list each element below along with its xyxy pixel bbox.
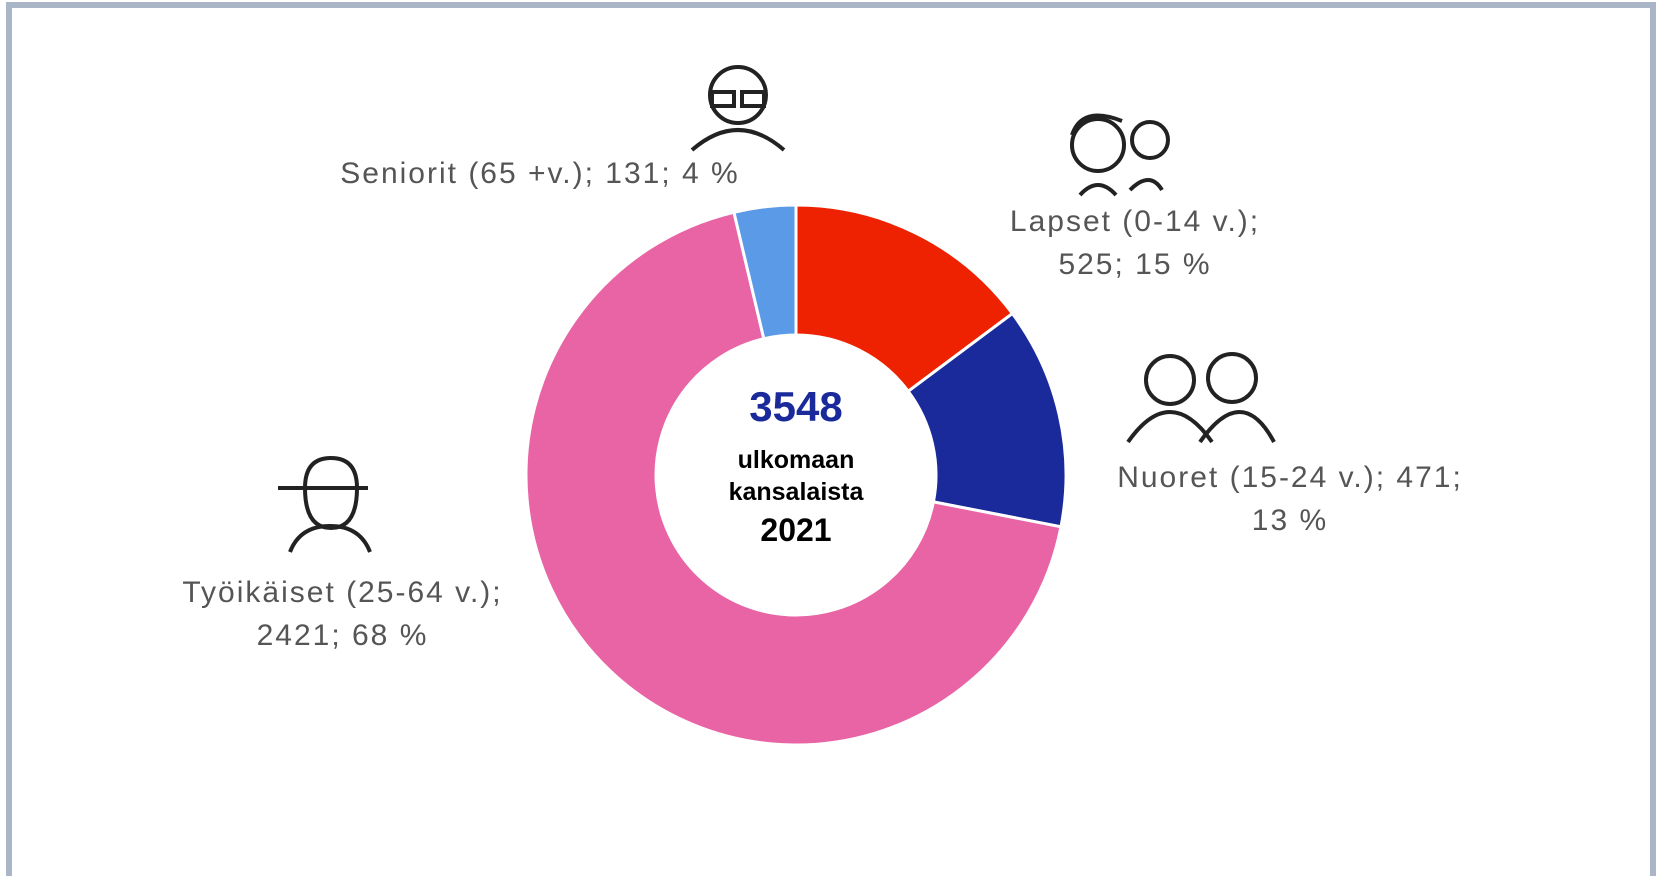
center-text: ulkomaan kansalaista [728,446,864,506]
icon-senior [690,65,786,152]
icons [278,65,1276,553]
icon-children [1070,113,1170,197]
center-year: 2021 [760,512,832,548]
slice [524,210,1063,747]
slice [906,311,1068,529]
label-lapset: Lapset (0-14 v.); 525; 15 % [1009,205,1261,281]
label-seniorit: Seniorit (65 +v.); 131; 4 % [340,157,740,190]
icon-youth [1126,352,1276,444]
frame [6,2,1656,876]
slices [524,203,1068,747]
center-total: 3548 [749,383,843,430]
slice [794,203,1015,394]
icon-worker [278,455,372,553]
label-nuoret: Nuoret (15-24 v.); 471; 13 % [1117,461,1463,537]
slice [732,203,798,341]
label-tyoikaiset: Työikäiset (25-64 v.); 2421; 68 % [182,576,503,652]
